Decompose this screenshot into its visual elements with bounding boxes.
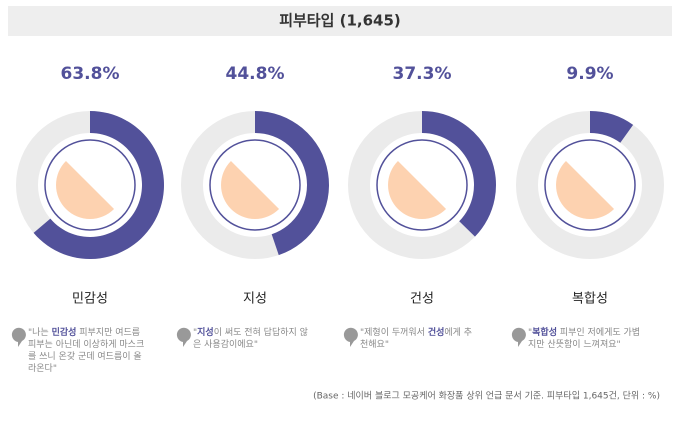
quote-icon (11, 327, 26, 347)
quote: "나는 민감성 피부지만 여드름 피부는 아닌데 이상하게 마스크를 쓰니 온갖… (28, 327, 146, 375)
quote-text: 피부인 저에게도 가볍지만 산뜻함이 느껴져요" (528, 328, 641, 350)
quote-highlight: 민감성 (51, 328, 77, 338)
value-label: 63.8% (61, 64, 120, 84)
donut-segment (255, 111, 329, 256)
category-label: 복합성 (572, 292, 608, 307)
value-label: 37.3% (393, 64, 452, 84)
skin-illustration (221, 160, 280, 219)
value-label: 44.8% (226, 64, 285, 84)
quote-highlight: 복합성 (532, 328, 557, 338)
donut-segment (33, 111, 164, 259)
quote: "제형이 두꺼워서 건성에게 추천해요" (360, 327, 478, 351)
title-bar (8, 6, 672, 36)
quote-icon (511, 327, 526, 347)
quote-icon (343, 327, 358, 347)
quote-text: " (528, 328, 533, 338)
category-label: 지성 (243, 292, 267, 307)
quote: "지성이 써도 전혀 답답하지 않은 사용감이에요" (193, 327, 311, 351)
quote: "복합성 피부인 저에게도 가볍지만 산뜻함이 느껴져요" (528, 327, 646, 351)
donut-segment (422, 111, 497, 237)
quote-text: "제형이 두꺼워서 (360, 328, 428, 338)
quote-text: " (193, 328, 198, 338)
quote-text: 이 써도 전혀 답답하지 않은 사용감이에요" (193, 328, 308, 350)
quote-icon (176, 327, 191, 347)
quote-highlight: 건성 (427, 328, 445, 338)
donut-segment (590, 111, 634, 143)
category-label: 민감성 (72, 292, 108, 307)
category-label: 건성 (410, 292, 434, 307)
quote-text: 에게 추천해요" (360, 328, 473, 350)
quote-highlight: 지성 (197, 328, 214, 338)
quote-text: "나는 (28, 328, 52, 338)
value-label: 9.9% (566, 64, 613, 84)
quote-text: 피부지만 여드름 피부는 아닌데 이상하게 마스크를 쓰니 온갖 군데 여드름이… (28, 328, 145, 374)
skin-illustration (56, 160, 115, 219)
chart-title: 피부타입 (1,645) (279, 12, 401, 30)
skin-illustration (556, 160, 615, 219)
note: (Base : 네이버 블로그 모공케어 화장품 상위 언급 문서 기준. 피부… (313, 390, 660, 402)
skin-illustration (388, 160, 447, 219)
